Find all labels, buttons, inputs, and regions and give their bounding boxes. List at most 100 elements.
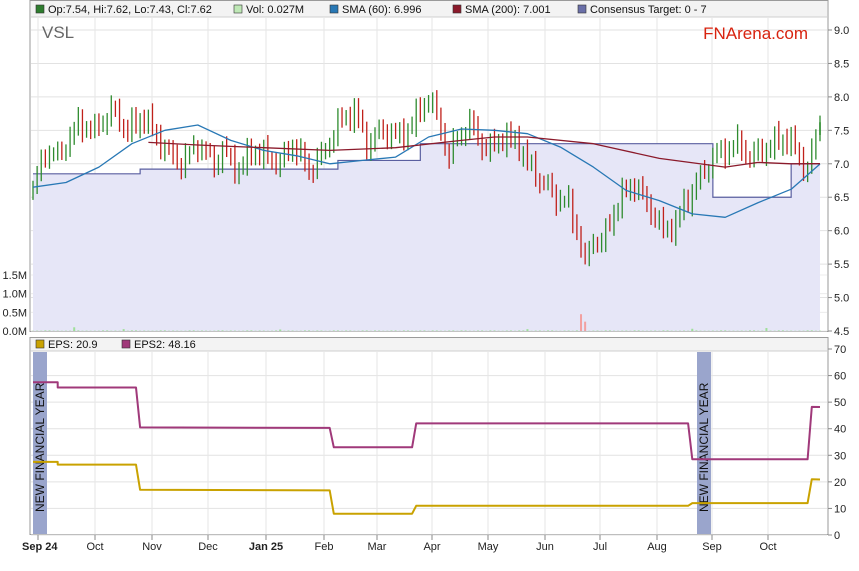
legend-text: SMA (200): 7.001 [465,4,551,16]
volume-bar [667,330,669,331]
volume-bar [77,330,79,331]
volume-bar [395,330,397,331]
volume-bar [749,330,751,331]
volume-bar [362,330,364,331]
legend-text: Consensus Target: 0 - 7 [590,4,707,16]
month-tick-label: Jan 25 [249,541,283,553]
volume-tick-label: 1.5M [3,270,27,282]
volume-bar [807,330,809,331]
volume-bar [576,330,578,331]
price-tick-label: 4.5 [834,326,849,338]
volume-bar [526,329,528,331]
volume-bar [135,330,137,331]
month-tick-label: Oct [759,541,776,553]
price-tick-label: 8.0 [834,92,849,104]
eps-tick-label: 50 [834,397,846,409]
month-tick-label: Sep 24 [22,541,58,553]
price-tick-label: 6.0 [834,226,849,238]
volume-bar [345,330,347,331]
volume-bar [461,330,463,331]
legend-text: Op:7.54, Hi:7.62, Lo:7.43, Cl:7.62 [48,4,212,16]
month-tick-label: Apr [423,541,440,553]
price-tick-label: 5.5 [834,259,849,271]
volume-bar [333,330,335,331]
legend-swatch [36,5,44,13]
legend-text: EPS2: 48.16 [134,339,196,351]
volume-tick-label: 1.0M [3,289,27,301]
month-tick-label: May [478,541,499,553]
volume-bar [160,330,162,331]
price-tick-label: 9.0 [834,25,849,37]
volume-bar [518,330,520,331]
volume-bar [753,330,755,331]
volume-bar [304,330,306,331]
volume-bar [164,330,166,331]
fy-label: NEW FINANCIAL YEAR [697,382,711,512]
volume-bar [493,330,495,331]
volume-bar [481,330,483,331]
volume-bar [432,330,434,331]
volume-bar [436,330,438,331]
volume-bar [584,322,586,331]
volume-bar [782,330,784,331]
volume-bar [217,330,219,331]
volume-tick-label: 0.5M [3,307,27,319]
volume-bar [131,330,133,331]
eps-tick-label: 70 [834,344,846,356]
volume-bar [465,330,467,331]
month-tick-label: Dec [198,541,218,553]
month-tick-label: Mar [368,541,387,553]
month-tick-label: Jun [536,541,554,553]
price-tick-label: 7.5 [834,125,849,137]
month-tick-label: Nov [142,541,162,553]
legend-swatch [578,5,586,13]
ticker-label: VSL [42,23,74,42]
price-tick-label: 5.0 [834,293,849,305]
volume-bar [102,330,104,331]
volume-bar [250,330,252,331]
volume-bar [308,330,310,331]
brand-logo: FNArena.com [703,24,808,43]
fy-label: NEW FINANCIAL YEAR [33,382,47,512]
legend-text: SMA (60): 6.996 [342,4,422,16]
volume-bar [522,330,524,331]
consensus-target-fill [33,144,820,331]
eps-tick-label: 30 [834,450,846,462]
eps-tick-label: 20 [834,477,846,489]
volume-bar [605,330,607,331]
legend-swatch [330,5,338,13]
volume-bar [695,330,697,331]
volume-bar [691,329,693,331]
volume-bar [580,314,582,331]
volume-bar [811,330,813,331]
month-tick-label: Feb [315,541,334,553]
volume-bar [662,330,664,331]
volume-bar [489,330,491,331]
volume-bar [48,330,50,331]
volume-bar [634,330,636,331]
legend-swatch [36,340,44,348]
volume-bar [547,330,549,331]
eps-tick-label: 40 [834,424,846,436]
eps-tick-label: 60 [834,371,846,383]
eps-tick-label: 10 [834,503,846,515]
volume-bar [222,330,224,331]
month-tick-label: Jul [593,541,607,553]
volume-bar [390,330,392,331]
volume-bar [778,330,780,331]
volume-bar [246,330,248,331]
month-tick-label: Oct [86,541,103,553]
volume-bar [724,330,726,331]
volume-bar [106,330,108,331]
volume-bar [423,330,425,331]
volume-bar [403,330,405,331]
volume-tick-label: 0.0M [3,326,27,338]
eps-tick-label: 0 [834,530,840,542]
volume-bar [337,330,339,331]
volume-bar [193,330,195,331]
volume-bar [44,330,46,331]
month-tick-label: Sep [702,541,722,553]
